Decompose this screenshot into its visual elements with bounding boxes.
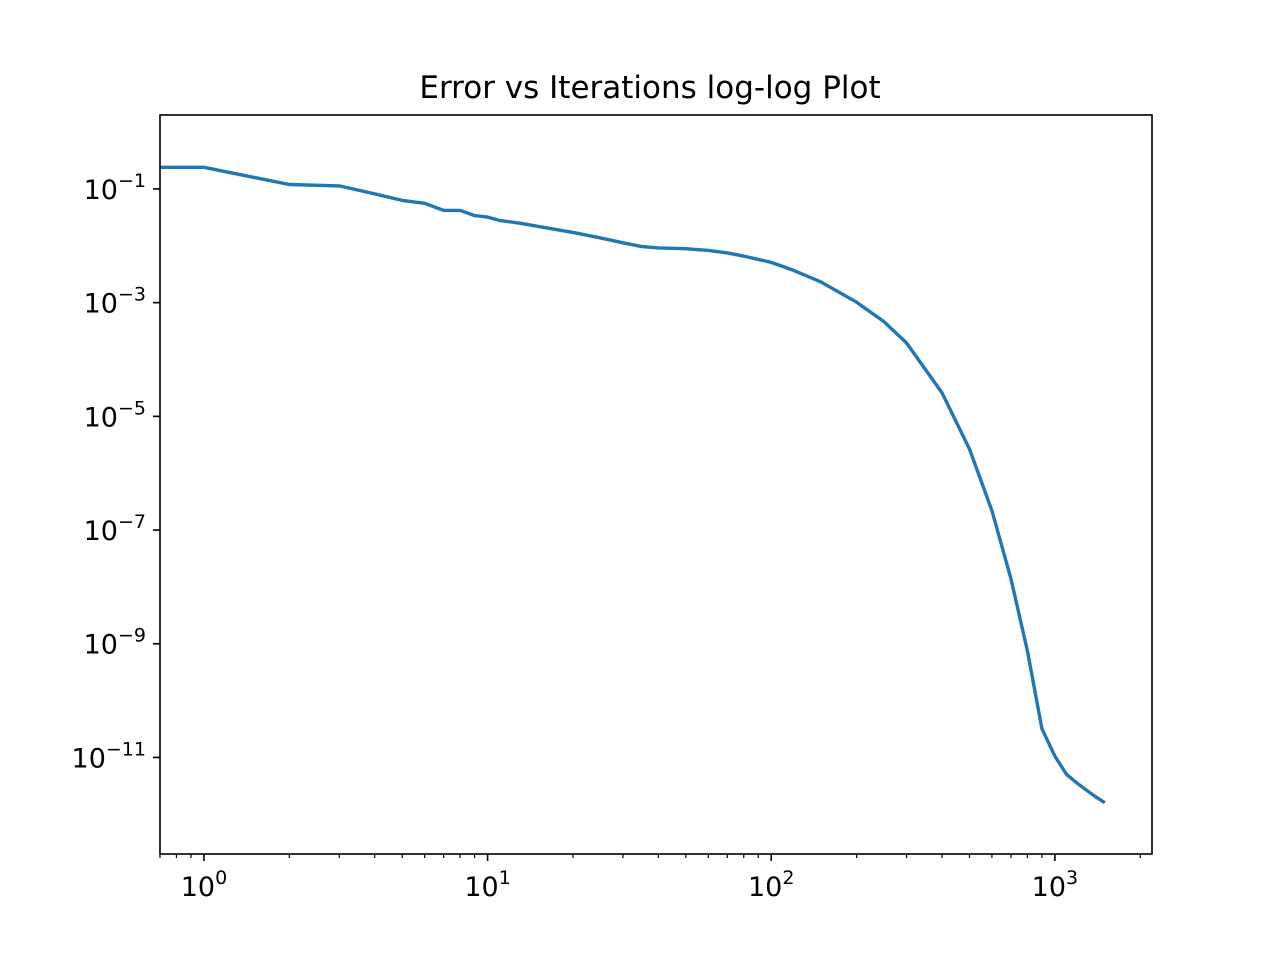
- y-axis: 10−1 10−3 10−5 10−7 10−9 10−11: [72, 170, 160, 774]
- y-tick-label: 10−9: [84, 625, 146, 661]
- plot-area: [160, 165, 1106, 805]
- x-tick-label: 103: [1032, 867, 1078, 903]
- series-line-0: [160, 165, 1106, 805]
- x-tick-label: 102: [748, 867, 794, 903]
- x-tick-label: 100: [181, 867, 227, 903]
- axes-frame: [159, 114, 1153, 855]
- y-tick-label: 10−11: [72, 738, 146, 774]
- y-tick-label: 10−3: [84, 284, 146, 320]
- y-tick-label: 10−5: [84, 397, 146, 433]
- x-axis: 100 101 102 103: [159, 854, 1141, 903]
- chart-title: Error vs Iterations log-log Plot: [419, 70, 880, 106]
- y-tick-label: 10−1: [84, 170, 146, 206]
- y-tick-label: 10−7: [84, 511, 146, 547]
- x-tick-label: 101: [464, 867, 510, 903]
